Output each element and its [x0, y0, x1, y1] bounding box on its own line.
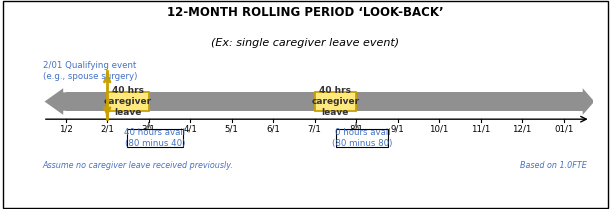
Text: 4/1: 4/1 — [183, 125, 197, 134]
Bar — [315, 92, 356, 111]
Bar — [107, 92, 148, 111]
Text: 11/1: 11/1 — [471, 125, 490, 134]
Text: 5/1: 5/1 — [225, 125, 239, 134]
Text: 9/1: 9/1 — [391, 125, 404, 134]
Text: 01/1: 01/1 — [554, 125, 573, 134]
Text: 2/01 Qualifying event
(e.g., spouse surgery): 2/01 Qualifying event (e.g., spouse surg… — [43, 61, 137, 82]
Text: 1/2: 1/2 — [59, 125, 73, 134]
Text: 7/1: 7/1 — [308, 125, 321, 134]
Bar — [66, 92, 584, 111]
Bar — [127, 129, 183, 147]
Text: 40 hrs
caregiver
leave: 40 hrs caregiver leave — [312, 86, 359, 117]
Text: 10/1: 10/1 — [430, 125, 449, 134]
Text: 40 hrs
caregiver
leave: 40 hrs caregiver leave — [104, 86, 152, 117]
Text: 40 hours avail
(80 minus 40): 40 hours avail (80 minus 40) — [125, 128, 186, 148]
Text: 0 hours avail
(80 minus 80): 0 hours avail (80 minus 80) — [332, 128, 393, 148]
Text: 3/1: 3/1 — [142, 125, 156, 134]
Text: 6/1: 6/1 — [266, 125, 280, 134]
Text: 12-MONTH ROLLING PERIOD ‘LOOK-BACK’: 12-MONTH ROLLING PERIOD ‘LOOK-BACK’ — [167, 6, 444, 19]
FancyArrow shape — [583, 88, 595, 115]
Text: 12/1: 12/1 — [513, 125, 532, 134]
Text: Assume no caregiver leave received previously.: Assume no caregiver leave received previ… — [43, 161, 234, 170]
Bar — [337, 129, 389, 147]
Text: Based on 1.0FTE: Based on 1.0FTE — [520, 161, 587, 170]
FancyArrow shape — [45, 88, 66, 115]
Text: 2/1: 2/1 — [100, 125, 114, 134]
Text: 8/1: 8/1 — [349, 125, 363, 134]
Text: (Ex: single caregiver leave event): (Ex: single caregiver leave event) — [211, 38, 400, 48]
